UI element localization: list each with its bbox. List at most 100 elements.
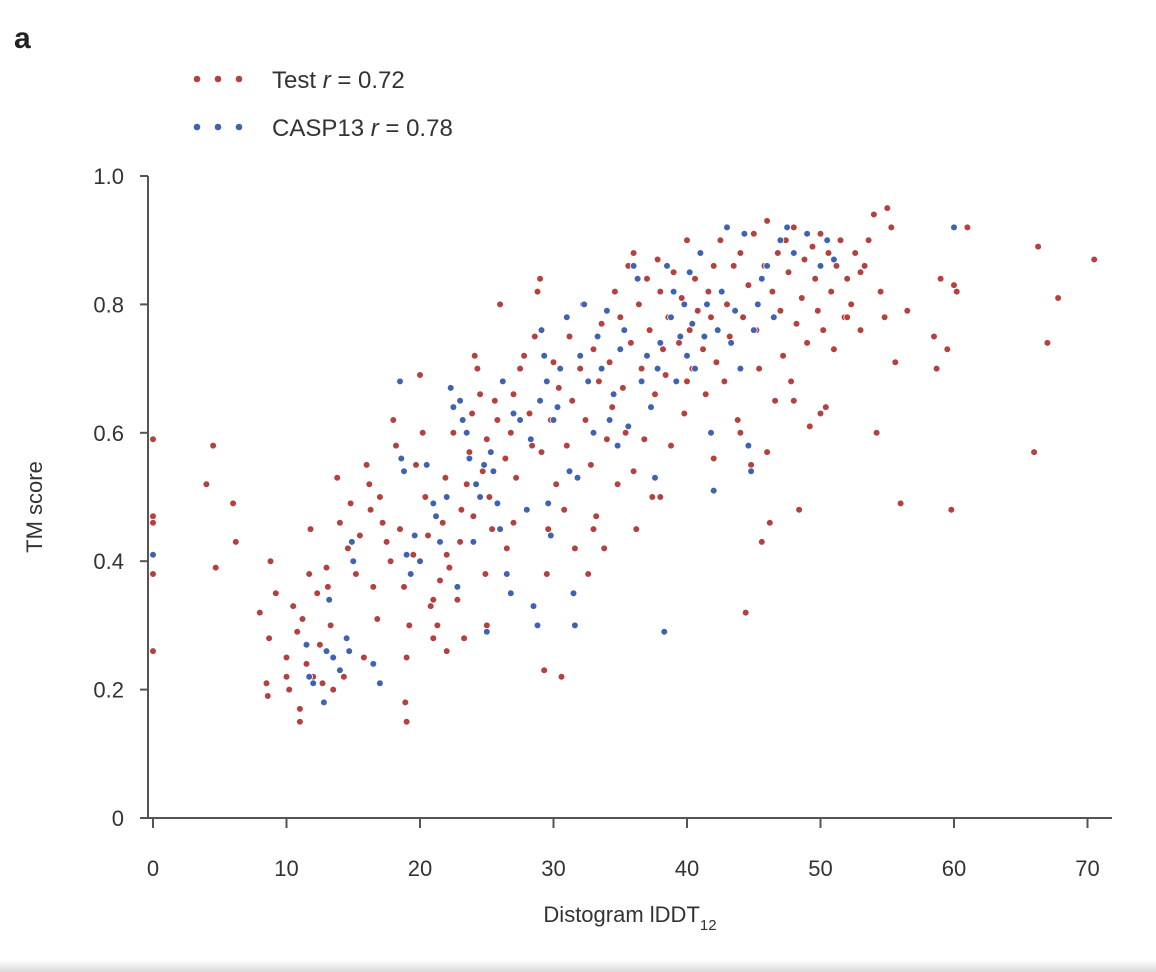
point-test (891, 358, 900, 367)
point-test (509, 390, 518, 399)
point-test (930, 332, 938, 341)
point-test (701, 390, 710, 399)
point-casp13 (593, 332, 602, 341)
x-tick-label: 60 (942, 856, 966, 881)
point-test (619, 384, 627, 392)
point-test (811, 274, 819, 283)
point-casp13 (456, 396, 464, 405)
point-test (691, 274, 699, 283)
point-test (316, 640, 324, 649)
point-casp13 (763, 262, 771, 270)
point-test (589, 525, 598, 533)
point-test (490, 396, 499, 405)
point-test (699, 345, 707, 354)
axes: 0 0.2 0.4 0.6 0.8 1.0 0 10 20 30 40 50 60 70 (93, 164, 1112, 881)
x-axis-ticks: 0 10 20 30 40 50 60 70 (147, 818, 1100, 881)
point-test (763, 448, 771, 456)
point-test (771, 396, 779, 405)
point-casp13 (453, 583, 462, 591)
point-test (453, 595, 462, 604)
point-casp13 (540, 351, 548, 360)
point-casp13 (396, 377, 404, 386)
point-test (1054, 294, 1062, 302)
point-test (530, 332, 539, 341)
point-casp13 (349, 557, 358, 565)
point-test (229, 499, 237, 508)
point-test (542, 570, 551, 578)
point-test (436, 576, 444, 585)
point-casp13 (436, 538, 444, 546)
point-casp13 (613, 441, 622, 450)
point-test (741, 608, 750, 617)
data-points (149, 204, 1098, 726)
point-casp13 (345, 647, 354, 655)
point-test (856, 326, 865, 334)
point-test (800, 255, 809, 264)
point-casp13 (629, 262, 638, 270)
x-tick-label: 0 (147, 856, 159, 881)
point-test (485, 493, 494, 501)
point-test (950, 281, 958, 289)
point-casp13 (542, 377, 551, 386)
point-casp13 (486, 448, 495, 456)
point-test (789, 223, 798, 232)
point-casp13 (571, 621, 579, 630)
point-casp13 (736, 364, 745, 373)
y-tick-label: 0 (112, 806, 124, 831)
point-test (336, 518, 344, 527)
point-casp13 (620, 326, 629, 334)
point-test (936, 274, 945, 283)
point-test (478, 467, 487, 476)
point-test (872, 428, 881, 437)
point-test (289, 602, 298, 610)
point-test (565, 332, 574, 341)
point-test (605, 358, 614, 367)
point-test (255, 608, 264, 617)
point-test (763, 217, 771, 225)
point-test (382, 538, 391, 546)
point-casp13 (537, 326, 546, 334)
point-test (952, 287, 961, 296)
x-axis-title-main: Distogram lDDT (543, 902, 699, 927)
point-test (376, 493, 384, 501)
point-test (305, 570, 314, 578)
point-test (293, 627, 302, 636)
point-test (1043, 339, 1052, 347)
point-test (744, 281, 753, 289)
point-test (856, 268, 865, 277)
point-test (621, 428, 630, 437)
point-casp13 (489, 467, 498, 476)
point-test (402, 653, 411, 662)
point-casp13 (637, 377, 646, 386)
point-test (149, 512, 157, 521)
point-test (369, 583, 378, 591)
point-casp13 (680, 300, 689, 309)
point-test (653, 255, 662, 264)
point-casp13 (410, 531, 419, 540)
point-test (296, 717, 304, 726)
point-casp13 (580, 300, 588, 309)
point-test (473, 364, 482, 373)
point-test (896, 499, 905, 508)
point-test (533, 287, 542, 296)
point-casp13 (322, 647, 331, 655)
point-casp13 (789, 249, 798, 257)
point-test (832, 262, 841, 270)
y-tick-label: 1.0 (93, 164, 124, 189)
point-test (870, 210, 878, 219)
point-test (787, 377, 795, 386)
point-casp13 (496, 525, 504, 533)
point-casp13 (556, 364, 564, 373)
point-test (356, 531, 364, 540)
point-test (821, 403, 830, 411)
point-test (725, 332, 734, 341)
point-casp13 (576, 351, 584, 360)
point-test (232, 538, 240, 546)
point-test (520, 351, 528, 360)
point-test (426, 602, 435, 610)
point-casp13 (544, 499, 552, 508)
point-casp13 (740, 230, 749, 238)
point-test (595, 377, 603, 386)
point-test (903, 306, 912, 315)
point-casp13 (465, 454, 474, 463)
